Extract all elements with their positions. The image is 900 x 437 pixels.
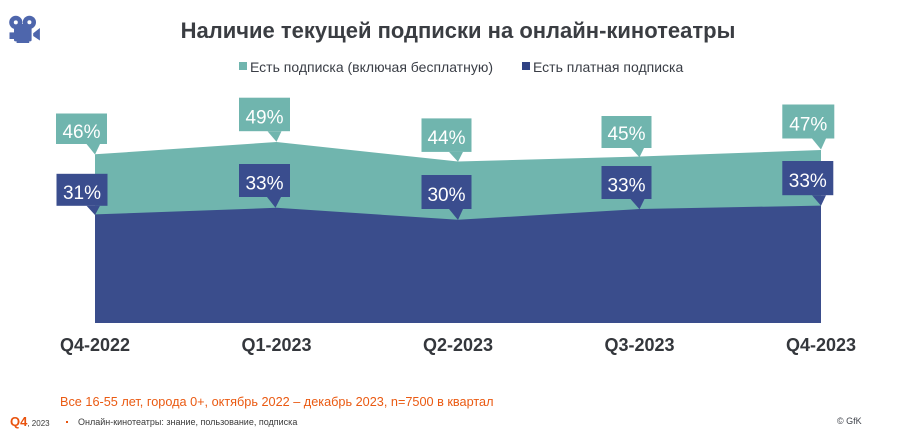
svg-text:33%: 33%	[789, 171, 827, 192]
svg-text:46%: 46%	[62, 122, 100, 143]
svg-text:49%: 49%	[245, 108, 283, 129]
svg-text:44%: 44%	[427, 128, 465, 149]
svg-text:47%: 47%	[789, 115, 827, 136]
svg-text:30%: 30%	[427, 185, 465, 206]
svg-text:45%: 45%	[607, 124, 645, 145]
svg-text:33%: 33%	[245, 174, 283, 195]
svg-text:33%: 33%	[607, 176, 645, 197]
svg-text:31%: 31%	[63, 183, 101, 204]
